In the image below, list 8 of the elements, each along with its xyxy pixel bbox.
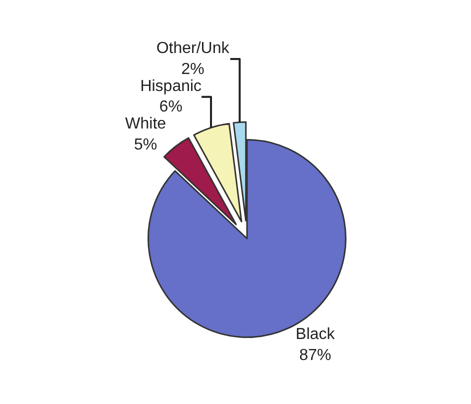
data-label: 6%: [159, 98, 182, 116]
slice-label: Other/Unk: [156, 40, 230, 58]
data-label: 2%: [181, 60, 204, 78]
data-label: 5%: [134, 136, 158, 154]
slice-label: Hispanic: [140, 78, 202, 95]
slice-label: White: [125, 116, 166, 133]
slice-label: Black: [296, 326, 336, 344]
data-label: 87%: [299, 346, 332, 364]
